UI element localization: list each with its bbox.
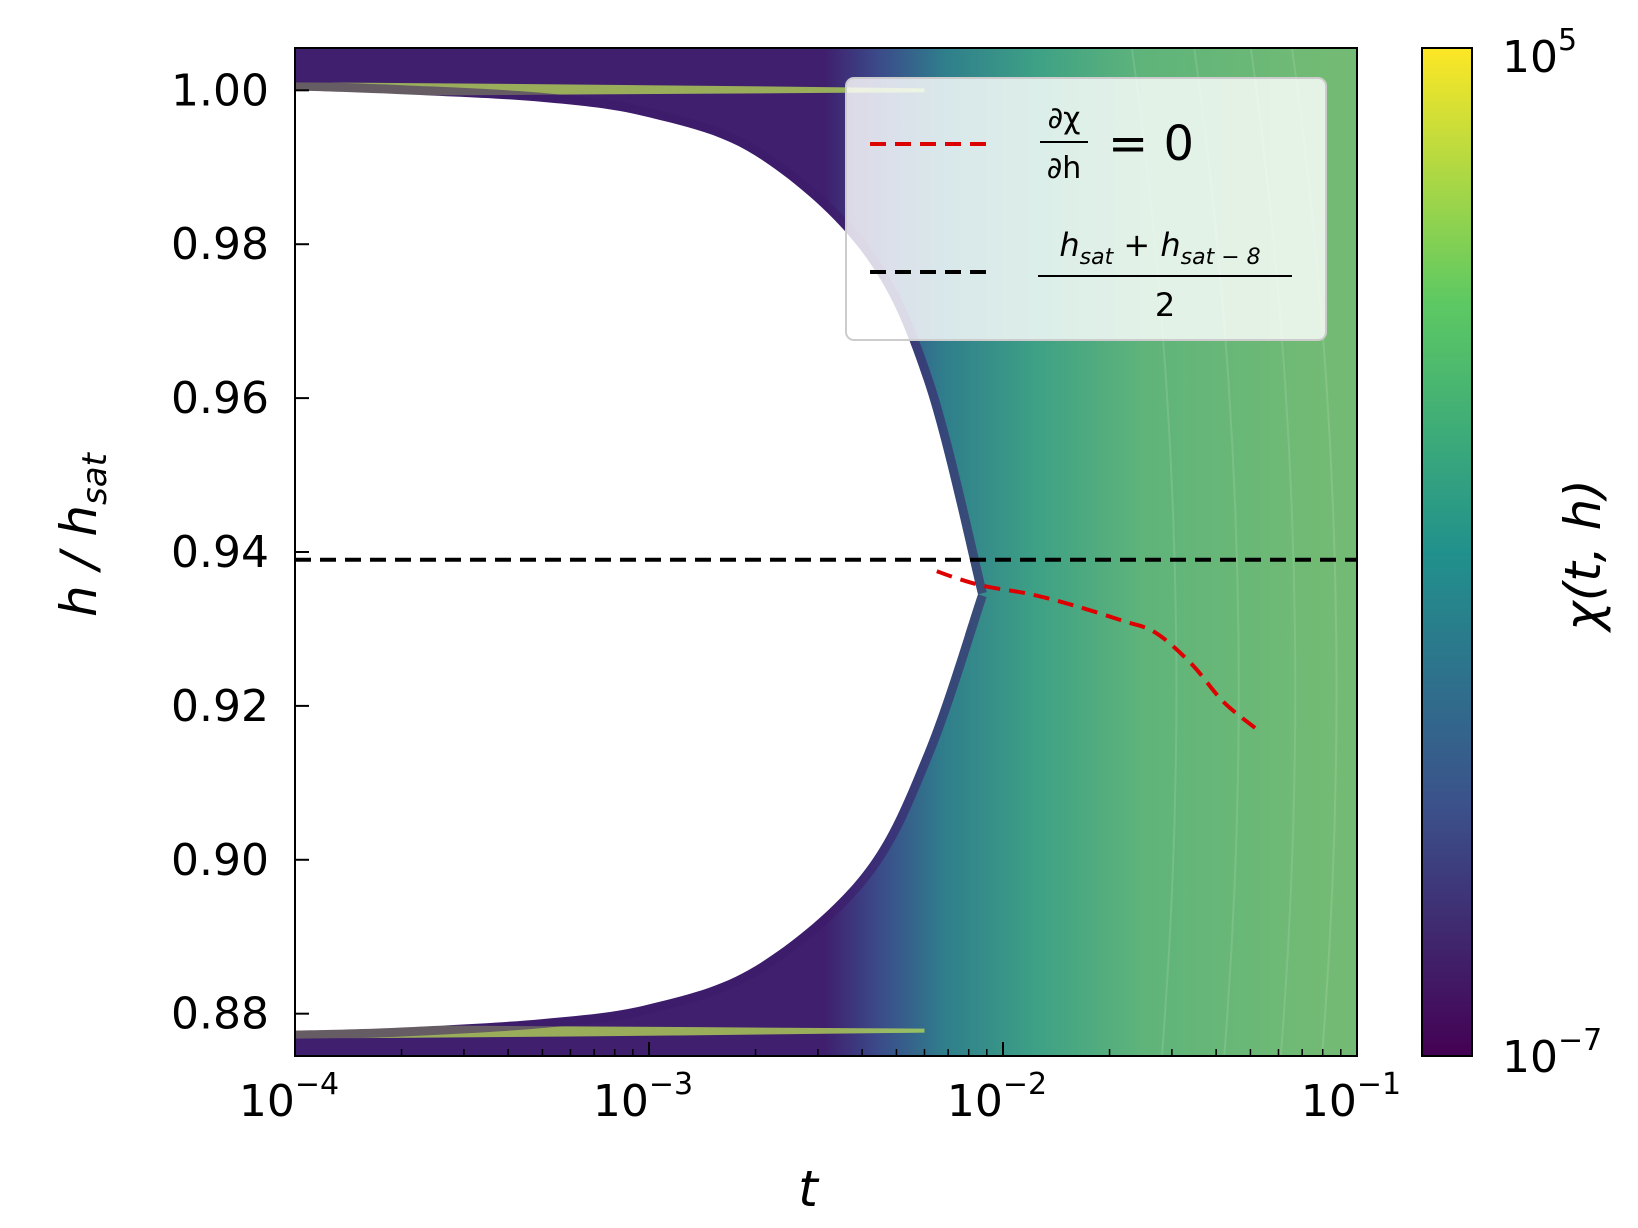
y-tick-label: 0.96 bbox=[171, 373, 269, 424]
y-tick-label: 0.94 bbox=[171, 527, 269, 578]
legend-entry-1-rhs: = 0 bbox=[1108, 116, 1194, 172]
legend-entry-2-numerator: hsat + hsat − 8 bbox=[1059, 226, 1260, 270]
legend-box bbox=[845, 77, 1327, 341]
y-tick-label: 0.90 bbox=[171, 835, 269, 886]
series-red-dashed-line bbox=[936, 569, 1258, 731]
colorbar-gradient bbox=[1421, 47, 1473, 1057]
y-tick-label: 0.92 bbox=[171, 681, 269, 732]
legend-entry-1-denominator: ∂h bbox=[1047, 151, 1082, 186]
colorbar-label: χ(t, h) bbox=[1554, 479, 1612, 634]
colorbar-min-label: 10−7 bbox=[1502, 1023, 1602, 1083]
x-tick-label: 10−1 bbox=[1301, 1067, 1401, 1127]
x-axis-label: t bbox=[798, 1160, 820, 1218]
y-tick-label: 1.00 bbox=[171, 65, 269, 116]
colorbar-max-label: 105 bbox=[1502, 23, 1577, 83]
legend-entry-1-numerator: ∂χ bbox=[1048, 101, 1081, 136]
legend-entry-2-denominator: 2 bbox=[1155, 286, 1175, 324]
y-axis-label-main: h / h bbox=[50, 505, 108, 617]
x-tick-label: 10−4 bbox=[239, 1067, 339, 1127]
legend: ∂χ ∂h = 0 hsat + hsat − 8 2 bbox=[845, 77, 1327, 341]
undefined-white-region bbox=[295, 90, 978, 1031]
y-tick-label: 0.88 bbox=[171, 989, 269, 1040]
colorbar: 105 10−7 χ(t, h) bbox=[1421, 23, 1612, 1083]
y-axis-label: h / hsat bbox=[50, 451, 115, 617]
y-tick-label: 0.98 bbox=[171, 219, 269, 270]
x-axis: 10−4 10−3 10−2 10−1 bbox=[239, 1042, 1401, 1127]
y-axis: 0.88 0.90 0.92 0.94 0.96 0.98 1.00 bbox=[171, 65, 309, 1040]
x-tick-label: 10−3 bbox=[593, 1067, 693, 1127]
x-tick-label: 10−2 bbox=[947, 1067, 1047, 1127]
y-axis-label-sub: sat bbox=[75, 451, 115, 505]
